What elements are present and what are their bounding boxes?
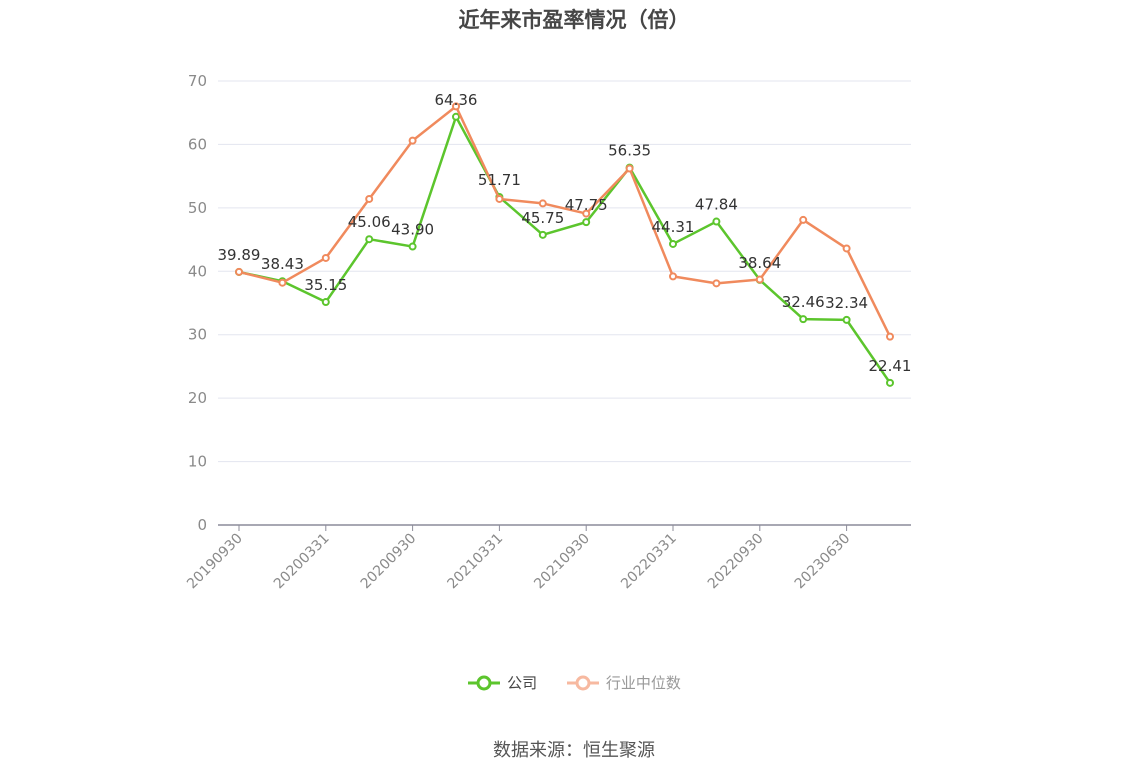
data-point-company bbox=[452, 112, 460, 121]
data-point-industry bbox=[235, 267, 243, 276]
chart-title: 近年来市盈率情况（倍） bbox=[458, 8, 690, 32]
y-tick-label: 60 bbox=[188, 135, 207, 153]
data-point-industry bbox=[669, 272, 677, 281]
data-point-company bbox=[842, 315, 851, 324]
data-point-company bbox=[538, 230, 547, 239]
y-tick-label: 30 bbox=[188, 326, 207, 344]
y-tick-label: 10 bbox=[188, 453, 207, 471]
series-line-industry bbox=[238, 105, 892, 338]
data-point-industry bbox=[799, 215, 808, 224]
data-label: 64.36 bbox=[435, 91, 478, 109]
x-tick-label: 20200331 bbox=[271, 531, 333, 593]
data-point-industry bbox=[452, 102, 460, 111]
x-tick-label: 20220930 bbox=[705, 531, 767, 593]
data-label: 38.43 bbox=[261, 255, 304, 273]
data-point-company bbox=[321, 298, 330, 307]
data-point-company bbox=[669, 239, 677, 248]
legend-item-industry[interactable]: 行业中位数 bbox=[566, 672, 681, 693]
data-label: 56.35 bbox=[608, 142, 651, 160]
legend: 公司 行业中位数 bbox=[0, 672, 1148, 695]
series-line-company bbox=[238, 115, 892, 384]
data-point-company bbox=[582, 218, 591, 227]
data-label: 47.84 bbox=[695, 196, 738, 214]
legend-industry-marker bbox=[566, 675, 599, 690]
legend-company-marker bbox=[468, 675, 501, 690]
data-point-company bbox=[408, 242, 417, 251]
data-label: 32.34 bbox=[825, 294, 868, 312]
data-label: 43.90 bbox=[391, 221, 434, 239]
data-point-industry bbox=[365, 194, 374, 203]
data-point-industry bbox=[842, 244, 851, 253]
data-point-company bbox=[712, 217, 721, 226]
data-point-company bbox=[799, 315, 808, 324]
data-label: 39.89 bbox=[218, 246, 261, 264]
source-note: 数据来源：恒生聚源 bbox=[493, 740, 655, 761]
x-tick-label: 20210331 bbox=[445, 531, 507, 593]
x-tick-label: 20190930 bbox=[184, 531, 246, 593]
data-label: 35.15 bbox=[304, 276, 347, 294]
data-label: 44.31 bbox=[652, 218, 695, 236]
data-label: 51.71 bbox=[478, 171, 521, 189]
data-point-industry bbox=[538, 199, 547, 208]
x-tick-label: 20210930 bbox=[531, 531, 593, 593]
data-label: 32.46 bbox=[782, 293, 825, 311]
data-point-industry bbox=[278, 278, 287, 287]
series-lines bbox=[235, 102, 894, 387]
data-label: 45.06 bbox=[348, 213, 391, 231]
x-tick-label: 20230630 bbox=[792, 531, 854, 593]
data-point-industry bbox=[582, 209, 591, 218]
y-tick-label: 70 bbox=[188, 72, 207, 90]
data-label: 45.75 bbox=[521, 209, 564, 227]
data-label: 47.75 bbox=[565, 196, 608, 214]
data-point-company bbox=[365, 235, 374, 244]
gridlines bbox=[218, 80, 911, 463]
data-label: 22.41 bbox=[869, 357, 912, 375]
data-point-industry bbox=[495, 194, 504, 203]
data-point-industry bbox=[712, 279, 721, 288]
x-tick-label: 20200930 bbox=[358, 531, 420, 593]
line-chart: 0 10 20 30 40 50 60 70 20190930 20200331 20200930 2… bbox=[184, 72, 912, 592]
y-tick-label: 40 bbox=[188, 262, 207, 280]
y-tick-label: 0 bbox=[197, 516, 207, 534]
data-point-company bbox=[886, 378, 894, 387]
data-label: 38.64 bbox=[738, 254, 781, 272]
x-tick-label: 20220331 bbox=[618, 531, 680, 593]
y-tick-label: 50 bbox=[188, 199, 207, 217]
legend-item-company[interactable]: 公司 bbox=[467, 672, 537, 693]
data-point-industry bbox=[886, 332, 894, 341]
data-point-industry bbox=[755, 275, 764, 284]
data-point-industry bbox=[321, 253, 330, 262]
data-point-industry bbox=[625, 164, 634, 173]
legend-label-company: 公司 bbox=[507, 674, 538, 692]
legend-label-industry: 行业中位数 bbox=[605, 674, 681, 692]
y-tick-label: 20 bbox=[188, 389, 207, 407]
axes: 0 10 20 30 40 50 60 70 20190930 20200331 20200930 2… bbox=[184, 72, 911, 592]
data-point-industry bbox=[408, 136, 417, 145]
